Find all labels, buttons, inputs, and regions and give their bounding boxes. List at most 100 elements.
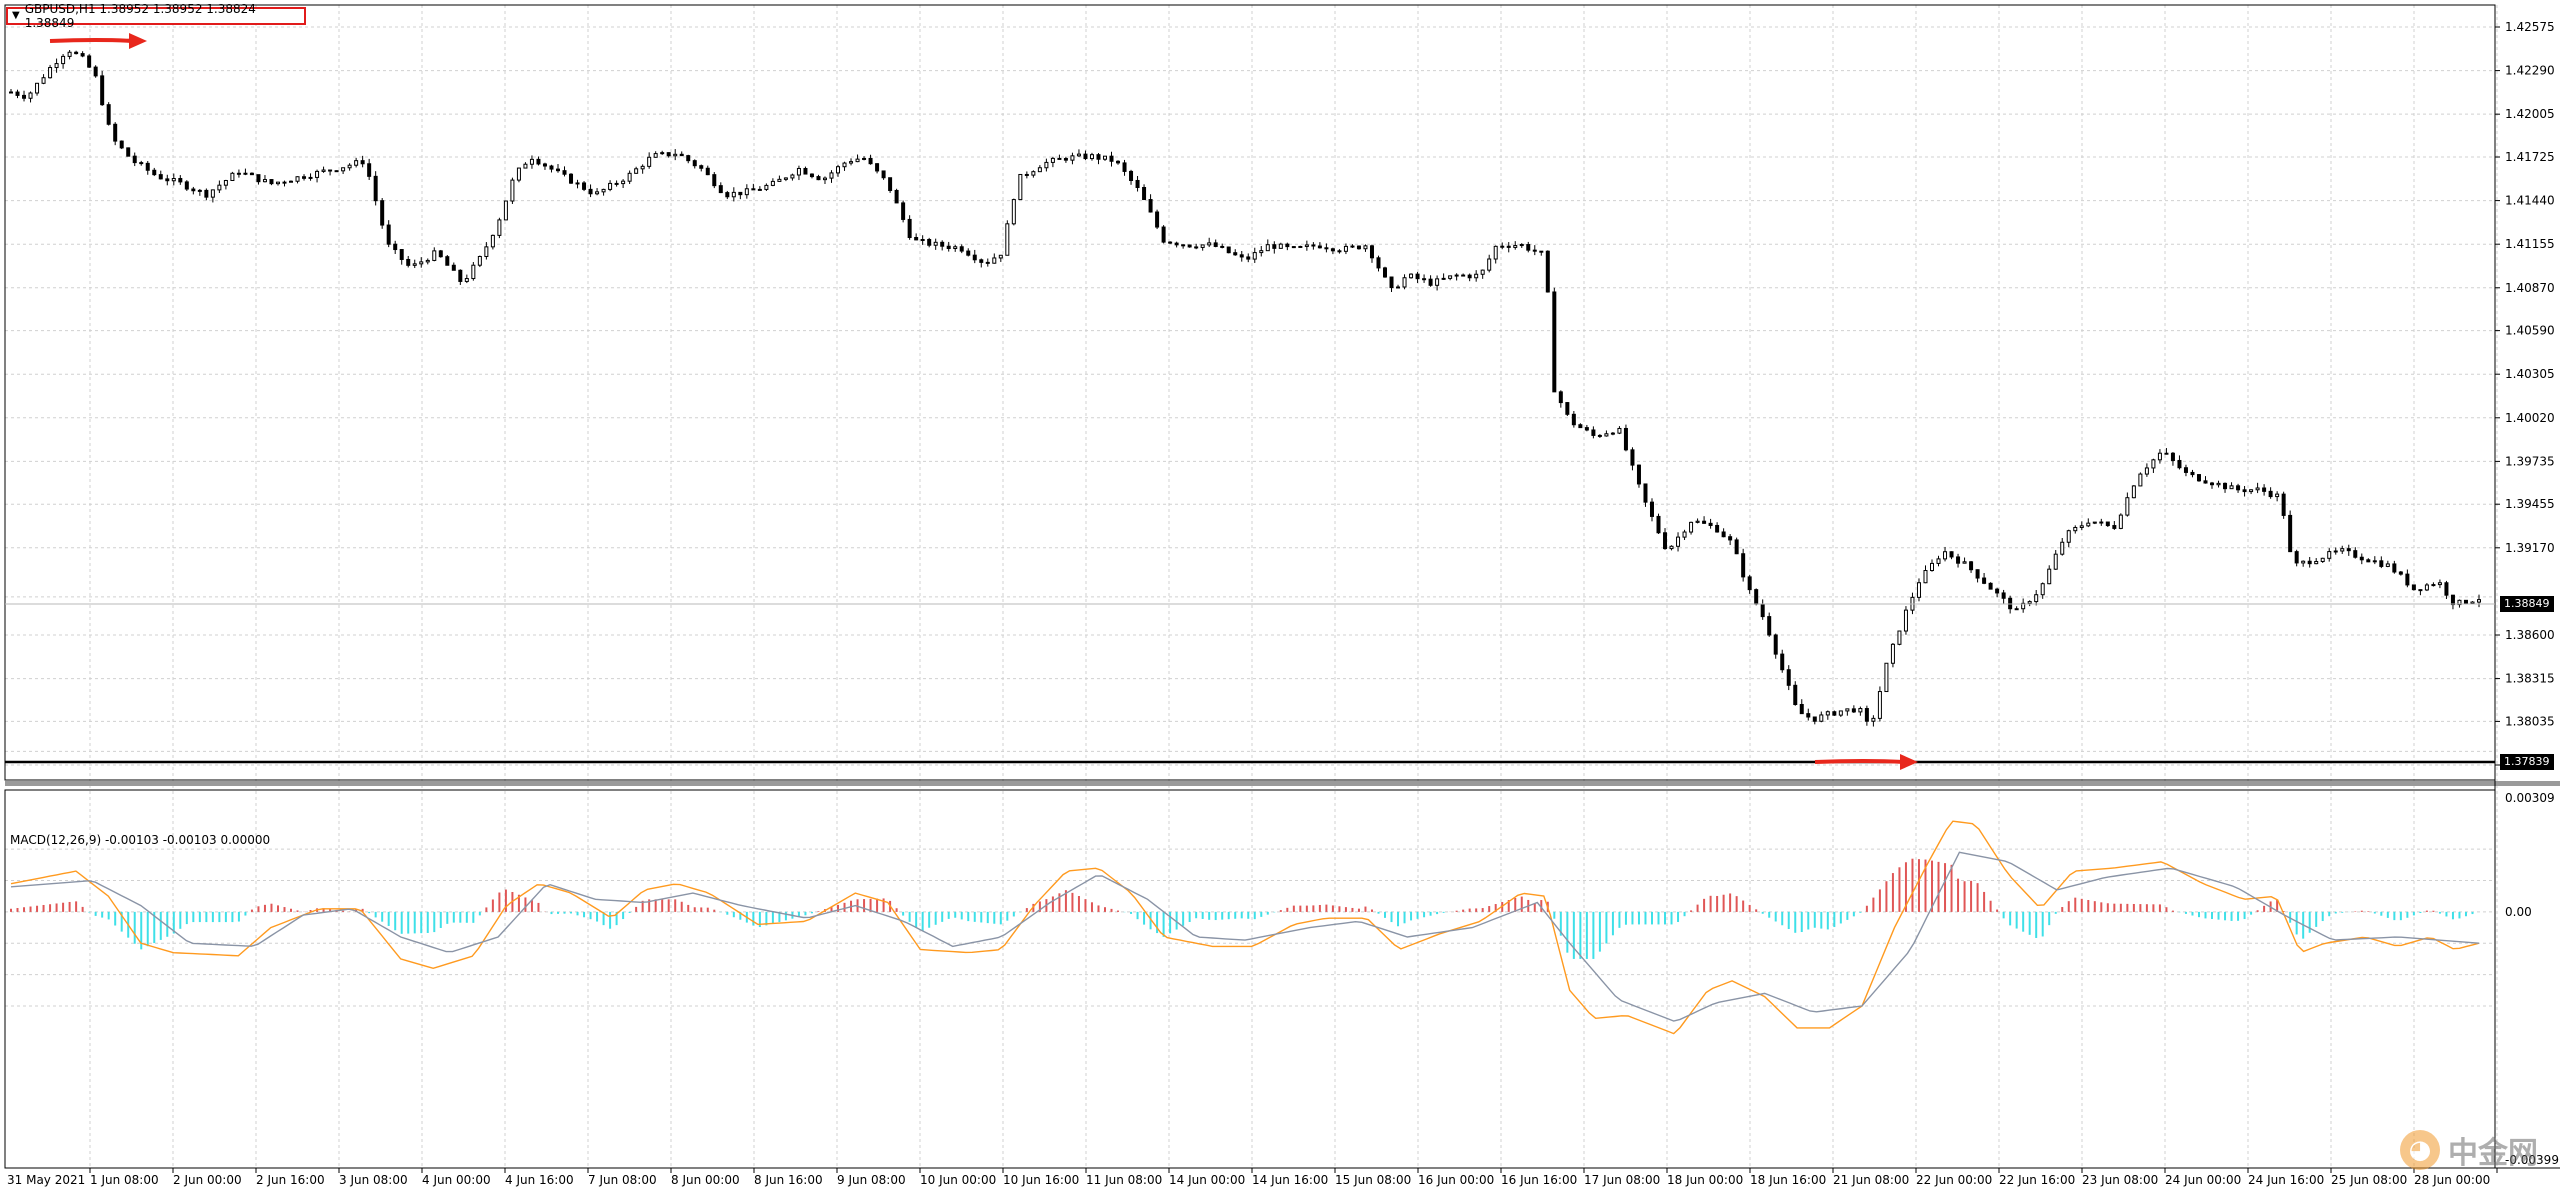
candle	[1747, 574, 1752, 594]
candle-body	[868, 157, 873, 165]
candle-body	[113, 123, 118, 142]
candle-body	[1493, 245, 1498, 260]
candle-body	[1728, 536, 1733, 541]
candle	[1024, 171, 1029, 179]
candle	[2333, 547, 2338, 555]
candle-body	[1969, 561, 1974, 571]
candle	[1519, 243, 1524, 248]
candle	[302, 174, 307, 181]
candle	[126, 147, 131, 157]
candle	[1617, 426, 1622, 435]
candle-body	[1389, 276, 1394, 289]
candle	[555, 164, 560, 173]
candle	[1050, 156, 1055, 168]
candle-body	[2118, 514, 2123, 529]
candle	[2372, 556, 2377, 565]
candle	[686, 154, 691, 164]
candle-body	[1702, 520, 1707, 524]
candle	[308, 173, 313, 181]
candle	[1285, 242, 1290, 251]
time-tick-label: 10 Jun 00:00	[920, 1173, 996, 1187]
candle	[2405, 569, 2410, 588]
candle	[614, 180, 619, 187]
candle-body	[1239, 254, 1244, 258]
candle-body	[2255, 487, 2260, 491]
candle-body	[1181, 244, 1186, 247]
macd-signal-line	[10, 851, 2480, 1022]
candle	[2170, 452, 2175, 466]
candle-body	[2086, 522, 2091, 527]
symbol-caption-box[interactable]: ▼ GBPUSD,H1 1.38952 1.38952 1.38824 1.38…	[6, 2, 306, 30]
candle	[836, 164, 841, 177]
candle	[1936, 555, 1941, 567]
candle	[1649, 498, 1654, 522]
symbol-caption: GBPUSD,H1 1.38952 1.38952 1.38824 1.3884…	[24, 2, 256, 30]
candle-body	[1682, 531, 1687, 538]
candle	[1226, 246, 1231, 254]
candle-body	[380, 200, 385, 226]
candle-body	[399, 249, 404, 260]
candle	[542, 162, 547, 170]
candle-body	[1343, 245, 1348, 252]
candle	[2353, 547, 2358, 559]
candle-body	[2105, 521, 2110, 527]
candle-body	[2327, 551, 2332, 559]
candle	[341, 167, 346, 175]
candle	[119, 140, 124, 150]
candle	[770, 178, 775, 187]
candle	[1135, 176, 1140, 192]
candle-body	[126, 147, 131, 157]
time-tick-label: 10 Jun 16:00	[1003, 1173, 1079, 1187]
candle	[1780, 649, 1785, 673]
candle	[725, 190, 730, 200]
candle	[764, 183, 769, 192]
candle	[875, 163, 880, 174]
candle	[1767, 612, 1772, 637]
candle	[1663, 528, 1668, 550]
candle-body	[608, 182, 613, 190]
candle-body	[2431, 584, 2436, 587]
candle-body	[2242, 489, 2247, 493]
candle	[1695, 518, 1700, 524]
candle	[1031, 170, 1036, 178]
candle-body	[1317, 245, 1322, 249]
candle	[1383, 266, 1388, 278]
candle-body	[1396, 286, 1401, 289]
candle-body	[1721, 531, 1726, 538]
candle-body	[1337, 250, 1342, 253]
candle-body	[862, 157, 867, 160]
candle	[1168, 241, 1173, 244]
candle-body	[927, 239, 932, 246]
candle-body	[1845, 708, 1850, 712]
candle-body	[1806, 713, 1811, 718]
candle-body	[1851, 708, 1856, 713]
candle	[1089, 152, 1094, 161]
candle	[1044, 158, 1049, 172]
candle	[503, 200, 508, 221]
candle	[731, 187, 736, 202]
candle	[927, 237, 932, 248]
candle	[1259, 245, 1264, 257]
candle-body	[2359, 556, 2364, 561]
candle	[2164, 448, 2169, 455]
dropdown-triangle-icon[interactable]: ▼	[12, 10, 20, 21]
candle-body	[1793, 684, 1798, 706]
candle	[406, 255, 411, 268]
candle-body	[1369, 245, 1374, 259]
price-tick-label: 1.38600	[2505, 628, 2555, 642]
candle-body	[718, 185, 723, 194]
time-tick-label: 25 Jun 08:00	[2331, 1173, 2407, 1187]
candle-body	[1109, 155, 1114, 162]
candle-body	[1825, 711, 1830, 716]
candle	[2001, 589, 2006, 604]
candle-body	[1259, 250, 1264, 254]
candle	[1877, 686, 1882, 722]
candle	[1011, 198, 1016, 226]
candle	[334, 170, 339, 173]
candle	[2450, 594, 2455, 610]
candle-body	[451, 264, 456, 271]
candle-body	[1252, 252, 1257, 260]
candle	[2092, 521, 2097, 525]
